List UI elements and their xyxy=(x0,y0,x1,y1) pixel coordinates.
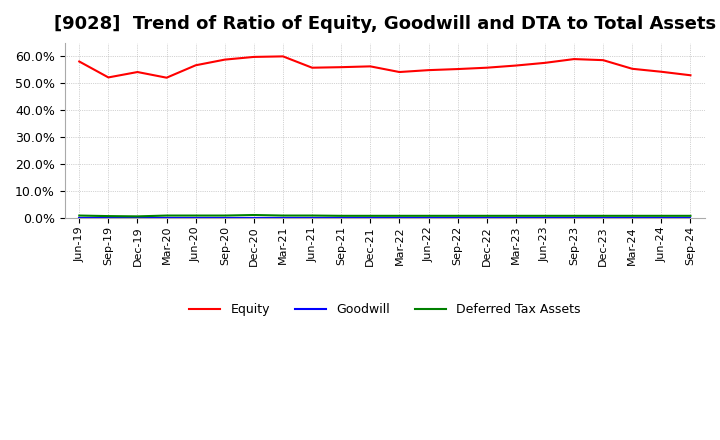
Deferred Tax Assets xyxy=(220,213,229,218)
Equity xyxy=(628,66,636,71)
Goodwill xyxy=(162,216,171,221)
Goodwill xyxy=(570,216,578,221)
Equity xyxy=(162,75,171,81)
Deferred Tax Assets xyxy=(482,213,491,219)
Equity xyxy=(482,65,491,70)
Equity xyxy=(395,70,404,75)
Equity xyxy=(337,65,346,70)
Goodwill xyxy=(250,216,258,221)
Legend: Equity, Goodwill, Deferred Tax Assets: Equity, Goodwill, Deferred Tax Assets xyxy=(184,298,585,321)
Equity xyxy=(75,59,84,64)
Deferred Tax Assets xyxy=(424,213,433,219)
Goodwill xyxy=(395,216,404,221)
Deferred Tax Assets xyxy=(307,213,316,218)
Equity xyxy=(104,75,113,80)
Equity xyxy=(192,62,200,68)
Deferred Tax Assets xyxy=(511,213,520,219)
Deferred Tax Assets xyxy=(133,214,142,219)
Deferred Tax Assets xyxy=(454,213,462,219)
Equity xyxy=(686,73,695,78)
Goodwill xyxy=(192,216,200,221)
Goodwill xyxy=(424,216,433,221)
Deferred Tax Assets xyxy=(279,213,287,218)
Equity xyxy=(599,58,608,63)
Equity xyxy=(511,63,520,68)
Equity xyxy=(250,54,258,59)
Goodwill xyxy=(75,216,84,221)
Equity xyxy=(424,67,433,73)
Equity xyxy=(307,65,316,70)
Deferred Tax Assets xyxy=(686,213,695,219)
Equity xyxy=(366,64,374,69)
Equity xyxy=(541,60,549,66)
Deferred Tax Assets xyxy=(192,213,200,218)
Goodwill xyxy=(366,216,374,221)
Goodwill xyxy=(511,216,520,221)
Deferred Tax Assets xyxy=(337,213,346,219)
Line: Deferred Tax Assets: Deferred Tax Assets xyxy=(79,215,690,216)
Deferred Tax Assets xyxy=(395,213,404,219)
Deferred Tax Assets xyxy=(570,213,578,219)
Deferred Tax Assets xyxy=(250,213,258,218)
Deferred Tax Assets xyxy=(657,213,666,219)
Goodwill xyxy=(657,216,666,221)
Goodwill xyxy=(133,216,142,221)
Goodwill xyxy=(628,216,636,221)
Deferred Tax Assets xyxy=(75,213,84,218)
Line: Equity: Equity xyxy=(79,56,690,78)
Deferred Tax Assets xyxy=(162,213,171,218)
Goodwill xyxy=(686,216,695,221)
Title: [9028]  Trend of Ratio of Equity, Goodwill and DTA to Total Assets: [9028] Trend of Ratio of Equity, Goodwil… xyxy=(54,15,716,33)
Goodwill xyxy=(307,216,316,221)
Goodwill xyxy=(541,216,549,221)
Goodwill xyxy=(454,216,462,221)
Deferred Tax Assets xyxy=(104,213,113,219)
Goodwill xyxy=(337,216,346,221)
Goodwill xyxy=(599,216,608,221)
Deferred Tax Assets xyxy=(599,213,608,219)
Equity xyxy=(279,54,287,59)
Goodwill xyxy=(104,216,113,221)
Deferred Tax Assets xyxy=(541,213,549,219)
Goodwill xyxy=(279,216,287,221)
Goodwill xyxy=(220,216,229,221)
Equity xyxy=(454,66,462,72)
Deferred Tax Assets xyxy=(628,213,636,219)
Equity xyxy=(570,56,578,62)
Equity xyxy=(133,70,142,75)
Deferred Tax Assets xyxy=(366,213,374,219)
Equity xyxy=(220,57,229,62)
Goodwill xyxy=(482,216,491,221)
Equity xyxy=(657,69,666,74)
